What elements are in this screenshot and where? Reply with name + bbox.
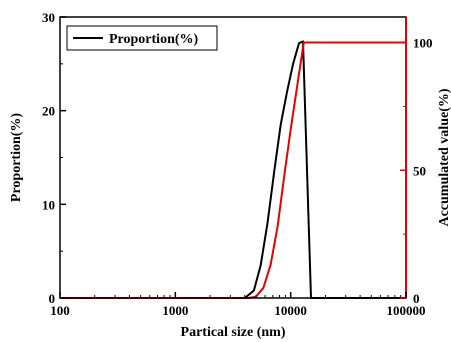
right-y-axis-ticks: 0 50 100 [400, 36, 433, 306]
plot-frame [59, 16, 407, 299]
right-y-tick-label: 100 [413, 36, 433, 51]
left-y-tick-label: 0 [49, 291, 56, 306]
left-y-axis-ticks: 0 10 20 30 [42, 10, 66, 306]
left-y-tick-label: 20 [42, 104, 55, 119]
right-y-tick-label: 0 [413, 291, 420, 306]
legend: Proportion(%) [66, 25, 218, 51]
x-axis-title: Partical size (nm) [181, 325, 286, 340]
plot-lines [60, 40, 406, 299]
series-line-0 [60, 40, 406, 299]
x-tick-label: 100 [50, 303, 70, 318]
left-y-tick-label: 30 [42, 10, 55, 25]
x-tick-label: 10000 [274, 303, 307, 318]
x-tick-label: 1000 [162, 303, 188, 318]
right-y-tick-label: 50 [413, 163, 426, 178]
left-y-axis-title: Proportion(%) [9, 113, 24, 203]
right-y-axis-title: Accumulated value(%) [437, 88, 451, 226]
left-y-tick-label: 10 [42, 197, 55, 212]
legend-label: Proportion(%) [109, 32, 199, 47]
x-axis-ticks: 100 1000 10000 100000 [50, 292, 426, 318]
x-tick-label: 100000 [387, 303, 426, 318]
series-line-1 [60, 41, 406, 299]
